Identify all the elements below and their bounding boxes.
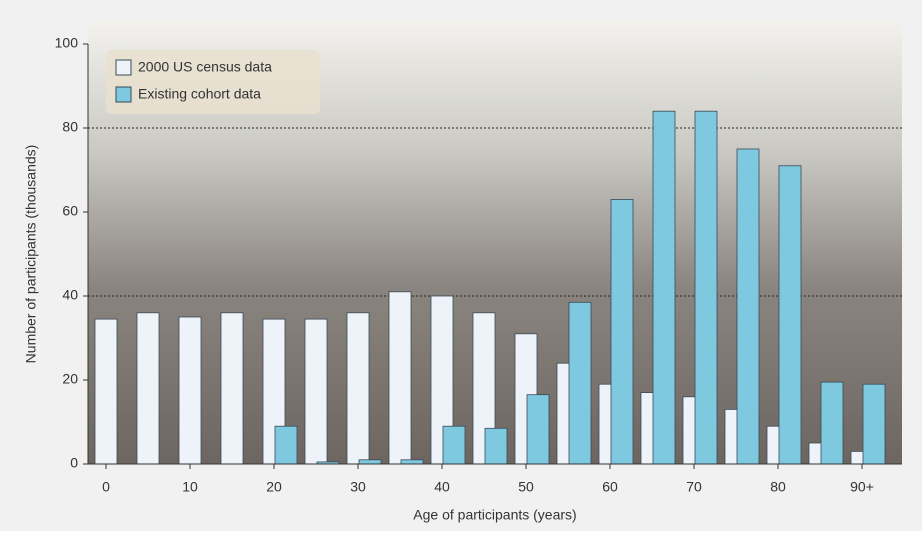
bar [694,110,718,465]
x-tick-label: 30 [350,479,366,495]
bar [484,427,508,465]
legend-label: 2000 US census data [138,59,272,75]
bar [136,312,160,465]
x-tick-label: 20 [266,479,282,495]
bar [820,381,844,465]
y-tick-label: 80 [62,119,78,135]
x-tick-label: 0 [102,479,110,495]
legend [106,50,320,114]
bar [442,425,466,465]
bar [736,148,760,465]
y-tick-label: 20 [62,371,78,387]
bar [220,312,244,465]
bar [652,110,676,465]
y-tick-label: 100 [55,35,79,51]
legend-swatch [115,59,132,76]
y-axis-label: Number of participants (thousands) [23,145,39,364]
bar [346,312,370,465]
x-tick-label: 70 [686,479,702,495]
bar [358,459,382,465]
x-tick-label: 40 [434,479,450,495]
bar [610,198,634,465]
x-tick-label: 60 [602,479,618,495]
bar [304,318,328,465]
bar [388,291,412,465]
x-tick-label: 90+ [850,479,874,495]
y-tick-label: 0 [70,455,78,471]
bar [778,165,802,465]
y-tick-label: 40 [62,287,78,303]
legend-label: Existing cohort data [138,86,261,102]
x-axis-label: Age of participants (years) [413,507,576,523]
bar [274,425,298,465]
x-tick-label: 80 [770,479,786,495]
x-tick-label: 10 [182,479,198,495]
bar [178,316,202,465]
y-tick-label: 60 [62,203,78,219]
bar [862,383,886,465]
x-tick-label: 50 [518,479,534,495]
legend-swatch [115,86,132,103]
bar [94,318,118,465]
bar [400,459,424,465]
bar [526,394,550,465]
bar [568,301,592,465]
